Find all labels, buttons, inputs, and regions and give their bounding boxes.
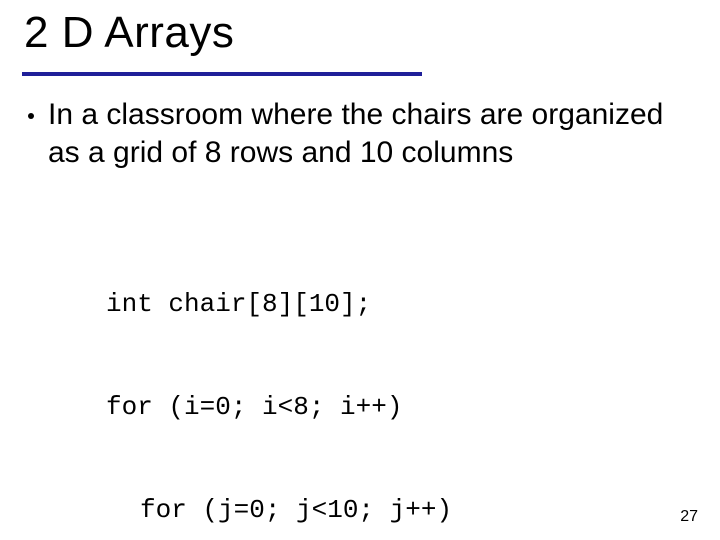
code-block: int chair[8][10]; for (i=0; i<8; i++) fo… (106, 218, 452, 540)
code-line: int chair[8][10]; (106, 287, 452, 321)
bullet-dot-icon (28, 113, 34, 119)
code-line: for (j=0; j<10; j++) (106, 493, 452, 527)
code-line: for (i=0; i<8; i++) (106, 390, 452, 424)
slide: 2 D Arrays In a classroom where the chai… (0, 0, 720, 540)
bullet-text: In a classroom where the chairs are orga… (48, 96, 678, 171)
page-number: 27 (680, 508, 698, 526)
title-underline (22, 72, 422, 76)
slide-title: 2 D Arrays (24, 8, 234, 58)
bullet-item: In a classroom where the chairs are orga… (28, 96, 678, 171)
